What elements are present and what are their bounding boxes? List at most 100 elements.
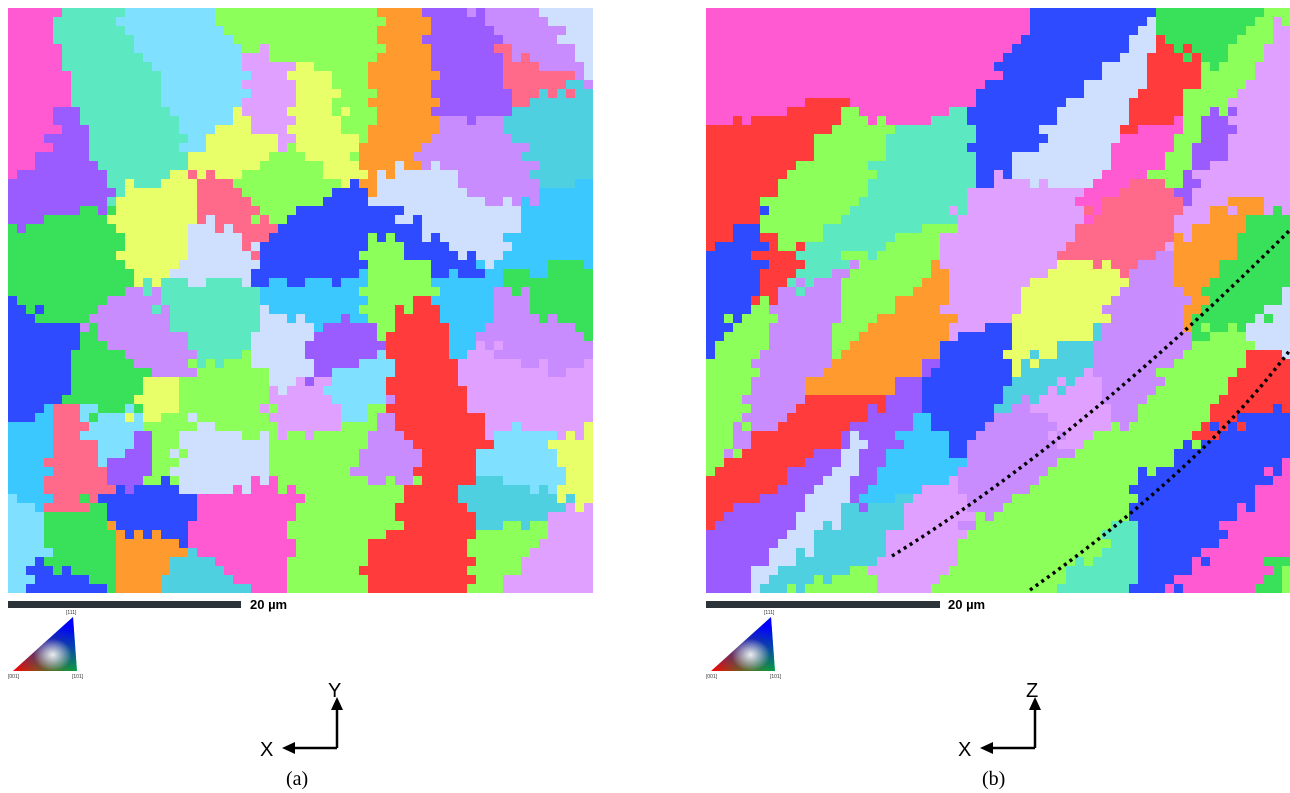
grain-pixel (494, 71, 504, 81)
grain-pixel (539, 440, 549, 450)
grain-pixel (895, 80, 905, 90)
grain-pixel (44, 26, 54, 36)
grain-pixel (332, 305, 342, 315)
grain-pixel (724, 8, 734, 18)
grain-pixel (359, 179, 369, 189)
grain-pixel (584, 287, 594, 297)
grain-pixel (539, 404, 549, 414)
grain-pixel (80, 197, 90, 207)
grain-pixel (1021, 107, 1031, 117)
grain-pixel (359, 368, 369, 378)
grain-pixel (1030, 107, 1040, 117)
grain-pixel (71, 242, 81, 252)
grain-pixel (341, 512, 351, 522)
grain-pixel (359, 305, 369, 315)
grain-pixel (359, 350, 369, 360)
grain-pixel (386, 44, 396, 54)
grain-pixel (566, 215, 576, 225)
grain-pixel (224, 485, 234, 495)
grain-pixel (868, 80, 878, 90)
grain-pixel (341, 62, 351, 72)
grain-pixel (778, 17, 788, 27)
grain-pixel (53, 323, 63, 333)
grain-pixel (143, 17, 153, 27)
grain-pixel (17, 197, 27, 207)
grain-pixel (377, 8, 387, 18)
grain-pixel (44, 566, 54, 576)
grain-pixel (751, 26, 761, 36)
grain-pixel (116, 152, 126, 162)
grain-pixel (512, 152, 522, 162)
grain-pixel (449, 395, 459, 405)
grain-pixel (314, 170, 324, 180)
grain-pixel (170, 368, 180, 378)
grain-pixel (62, 404, 72, 414)
grain-pixel (71, 386, 81, 396)
grain-pixel (440, 458, 450, 468)
grain-pixel (98, 314, 108, 324)
grain-pixel (116, 386, 126, 396)
grain-pixel (143, 377, 153, 387)
grain-pixel (449, 224, 459, 234)
grain-pixel (895, 98, 905, 108)
grain-pixel (125, 296, 135, 306)
grain-pixel (395, 359, 405, 369)
grain-pixel (1192, 35, 1202, 45)
grain-pixel (170, 251, 180, 261)
grain-pixel (26, 476, 36, 486)
grain-pixel (422, 26, 432, 36)
grain-pixel (170, 332, 180, 342)
grain-pixel (224, 71, 234, 81)
grain-pixel (62, 287, 72, 297)
grain-pixel (161, 413, 171, 423)
grain-pixel (98, 521, 108, 531)
grain-pixel (26, 359, 36, 369)
grain-pixel (539, 53, 549, 63)
grain-pixel (1228, 53, 1238, 63)
grain-pixel (296, 359, 306, 369)
grain-pixel (476, 422, 486, 432)
grain-pixel (107, 341, 117, 351)
grain-pixel (503, 197, 513, 207)
grain-pixel (287, 422, 297, 432)
grain-pixel (530, 242, 540, 252)
grain-pixel (134, 422, 144, 432)
grain-pixel (314, 152, 324, 162)
grain-pixel (44, 260, 54, 270)
grain-pixel (323, 422, 333, 432)
grain-pixel (8, 233, 18, 243)
grain-pixel (566, 98, 576, 108)
grain-pixel (62, 17, 72, 27)
grain-pixel (1120, 8, 1130, 18)
grain-pixel (548, 161, 558, 171)
grain-pixel (422, 206, 432, 216)
grain-pixel (134, 17, 144, 27)
grain-pixel (134, 458, 144, 468)
grain-pixel (188, 584, 198, 594)
grain-pixel (44, 557, 54, 567)
grain-pixel (422, 575, 432, 585)
grain-pixel (1147, 17, 1157, 27)
grain-pixel (476, 278, 486, 288)
grain-pixel (251, 170, 261, 180)
grain-pixel (224, 134, 234, 144)
grain-pixel (1075, 71, 1085, 81)
grain-pixel (467, 341, 477, 351)
grain-pixel (323, 512, 333, 522)
grain-pixel (422, 215, 432, 225)
grain-pixel (1102, 89, 1112, 99)
grain-pixel (494, 107, 504, 117)
grain-pixel (269, 125, 279, 135)
grain-pixel (539, 17, 549, 27)
grain-pixel (1057, 80, 1067, 90)
grain-pixel (242, 449, 252, 459)
grain-pixel (566, 422, 576, 432)
grain-pixel (251, 521, 261, 531)
grain-pixel (1066, 62, 1076, 72)
grain-pixel (224, 494, 234, 504)
grain-pixel (278, 179, 288, 189)
grain-pixel (305, 296, 315, 306)
grain-pixel (521, 251, 531, 261)
grain-pixel (566, 413, 576, 423)
grain-pixel (80, 386, 90, 396)
